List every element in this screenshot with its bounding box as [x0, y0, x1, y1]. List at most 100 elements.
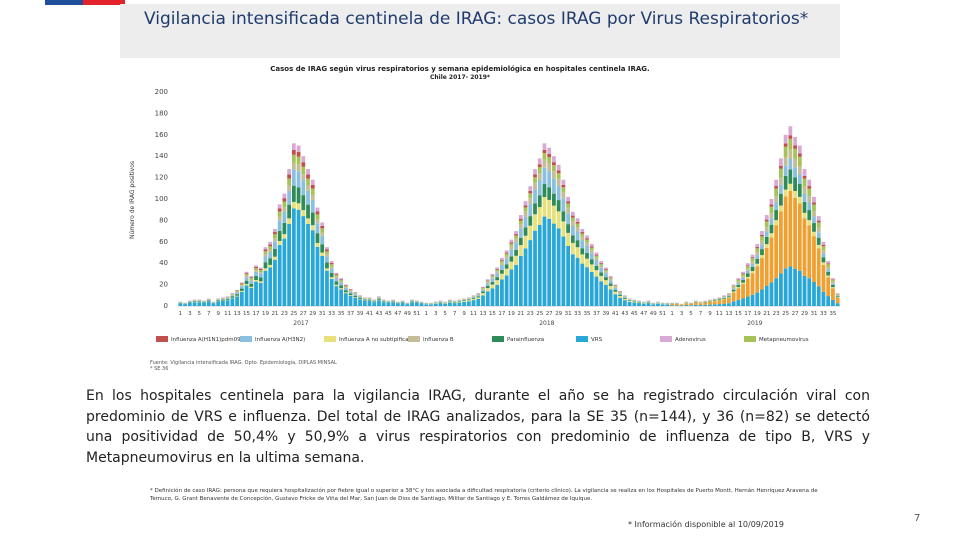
bar-segment — [518, 237, 523, 246]
x-tick-label: 15 — [735, 311, 742, 317]
bar-segment — [745, 270, 750, 274]
bar-segment — [580, 248, 585, 255]
bar-segment — [348, 289, 353, 291]
bar-segment — [485, 280, 490, 281]
bar-segment — [741, 276, 745, 278]
bar-segment — [594, 252, 599, 255]
bar-segment — [793, 145, 797, 149]
bar-segment — [533, 230, 537, 306]
bar-segment — [291, 149, 296, 155]
bar-segment — [358, 297, 362, 299]
bar-segment — [306, 178, 310, 186]
bar-segment — [769, 204, 774, 207]
bar-segment — [537, 167, 542, 174]
bar-segment — [381, 300, 386, 302]
bar-segment — [802, 218, 807, 276]
bar-segment — [783, 134, 788, 144]
bar-segment — [774, 188, 779, 197]
bar-segment — [301, 216, 306, 306]
bar-segment — [514, 235, 518, 239]
bar-segment — [755, 248, 760, 252]
bar-segment — [608, 280, 613, 284]
bar-segment — [575, 247, 580, 258]
x-tick-label: 35 — [338, 311, 345, 317]
bar-segment — [320, 228, 325, 233]
bar-segment — [500, 259, 504, 261]
bar-segment — [556, 170, 561, 174]
bar-segment — [187, 302, 192, 306]
bar-segment — [726, 294, 731, 296]
bar-segment — [547, 163, 552, 172]
bar-segment — [372, 300, 377, 302]
x-tick-label: 31 — [810, 311, 817, 317]
x-tick-label: 23 — [281, 311, 288, 317]
bar-segment — [821, 245, 826, 247]
bar-segment — [689, 303, 693, 306]
bar-segment — [726, 294, 731, 295]
bar-segment — [206, 301, 211, 306]
bar-segment — [788, 158, 793, 170]
bar-segment — [277, 216, 282, 221]
bar-segment — [797, 166, 802, 175]
bar-segment — [575, 240, 580, 248]
bar-segment — [542, 143, 547, 150]
bar-segment — [325, 254, 329, 257]
bar-segment — [816, 232, 821, 238]
bar-segment — [764, 236, 769, 245]
bar-segment — [750, 257, 755, 259]
bar-segment — [608, 285, 613, 290]
bar-segment — [235, 289, 239, 291]
bar-segment — [835, 297, 840, 304]
bar-segment — [263, 262, 268, 269]
bar-segment — [599, 272, 604, 276]
bar-segment — [755, 266, 760, 293]
bar-segment — [708, 301, 712, 305]
bar-segment — [273, 232, 277, 235]
bar-segment — [589, 264, 594, 272]
bar-segment — [760, 289, 764, 306]
bar-segment — [287, 190, 292, 205]
bar-segment — [608, 279, 613, 281]
bar-segment — [580, 228, 585, 233]
bar-segment — [306, 218, 310, 224]
bar-segment — [495, 273, 500, 278]
bar-segment — [518, 224, 523, 229]
x-tick-label: 13 — [725, 311, 732, 317]
bar-segment — [821, 253, 826, 258]
bar-segment — [764, 231, 769, 237]
bar-segment — [831, 288, 835, 300]
bar-segment — [523, 216, 528, 228]
bar-segment — [310, 188, 315, 195]
bar-segment — [433, 303, 438, 306]
bar-segment — [410, 301, 414, 302]
bar-segment — [599, 275, 604, 282]
bar-segment — [741, 284, 745, 299]
bar-segment — [670, 305, 675, 306]
bar-segment — [693, 302, 698, 305]
source-text: Fuente: Vigilancia intensificada IRAG. D… — [150, 360, 337, 366]
bar-segment — [273, 234, 277, 239]
bar-segment — [651, 304, 656, 306]
bar-segment — [414, 301, 419, 303]
bar-segment — [310, 225, 315, 231]
bar-segment — [315, 223, 320, 234]
bar-segment — [504, 253, 509, 256]
bar-segment — [575, 227, 580, 232]
bar-segment — [812, 202, 816, 205]
bar-segment — [509, 261, 514, 270]
bar-segment — [254, 266, 258, 269]
bar-segment — [339, 281, 344, 283]
bar-segment — [277, 245, 282, 306]
bar-segment — [504, 250, 509, 253]
bar-segment — [745, 273, 750, 277]
bar-segment — [372, 301, 377, 302]
bar-segment — [448, 301, 452, 302]
bar-segment — [783, 196, 788, 269]
bar-segment — [741, 282, 745, 285]
bar-segment — [249, 279, 254, 281]
bar-segment — [263, 256, 268, 263]
bar-segment — [779, 177, 783, 185]
bar-segment — [244, 274, 249, 276]
bar-segment — [405, 304, 410, 306]
bar-segment — [414, 302, 419, 303]
